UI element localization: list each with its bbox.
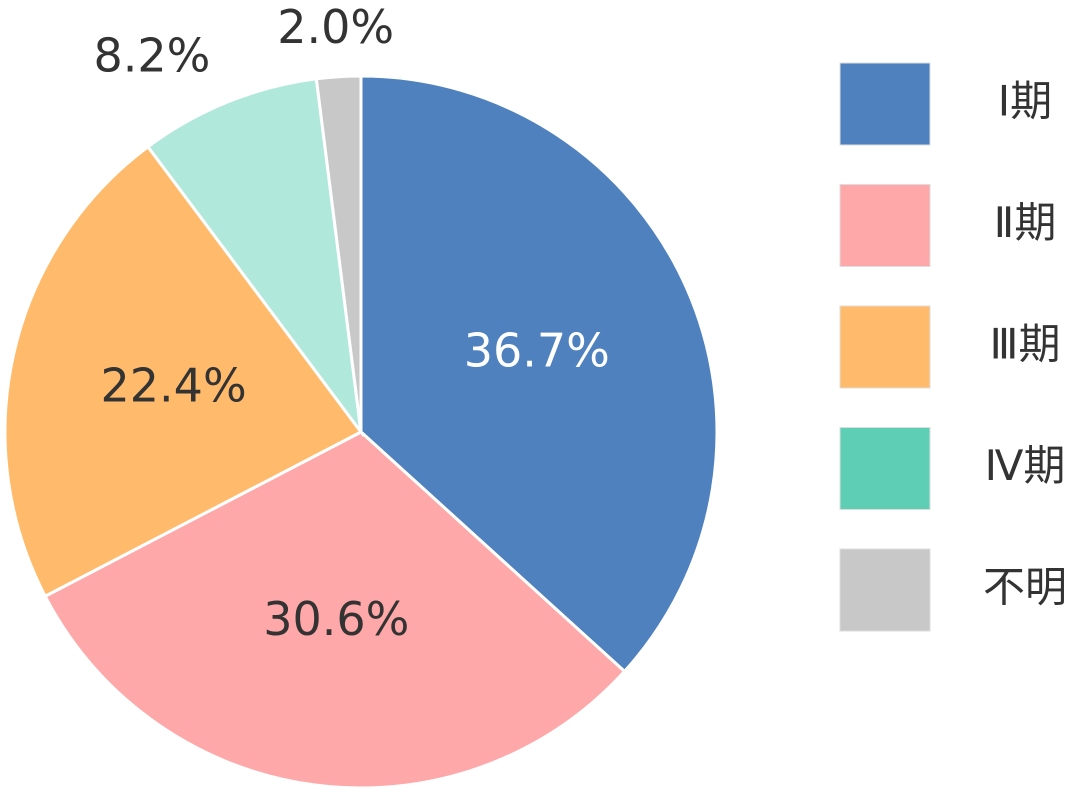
legend-swatch	[839, 62, 931, 146]
data-label: 30.6%	[263, 592, 409, 646]
pie-slice	[314, 74, 363, 433]
data-label: 36.7%	[464, 324, 610, 378]
legend-swatch	[839, 548, 931, 632]
legend-label: 不明	[983, 563, 1067, 612]
data-label: 2.0%	[277, 0, 394, 54]
data-label: 22.4%	[101, 359, 247, 413]
legend-label: Ⅰ期	[998, 77, 1052, 126]
pie-slice	[359, 74, 719, 674]
legend-label: Ⅲ期	[990, 320, 1061, 369]
pie-slice	[3, 144, 364, 599]
legend-swatch	[839, 184, 931, 267]
legend-label: Ⅱ期	[994, 198, 1057, 247]
legend-swatch	[839, 305, 931, 389]
legend-label: Ⅳ期	[985, 441, 1066, 490]
legend-swatch	[839, 427, 931, 510]
data-label: 8.2%	[94, 28, 211, 82]
pie-slice	[145, 77, 364, 438]
